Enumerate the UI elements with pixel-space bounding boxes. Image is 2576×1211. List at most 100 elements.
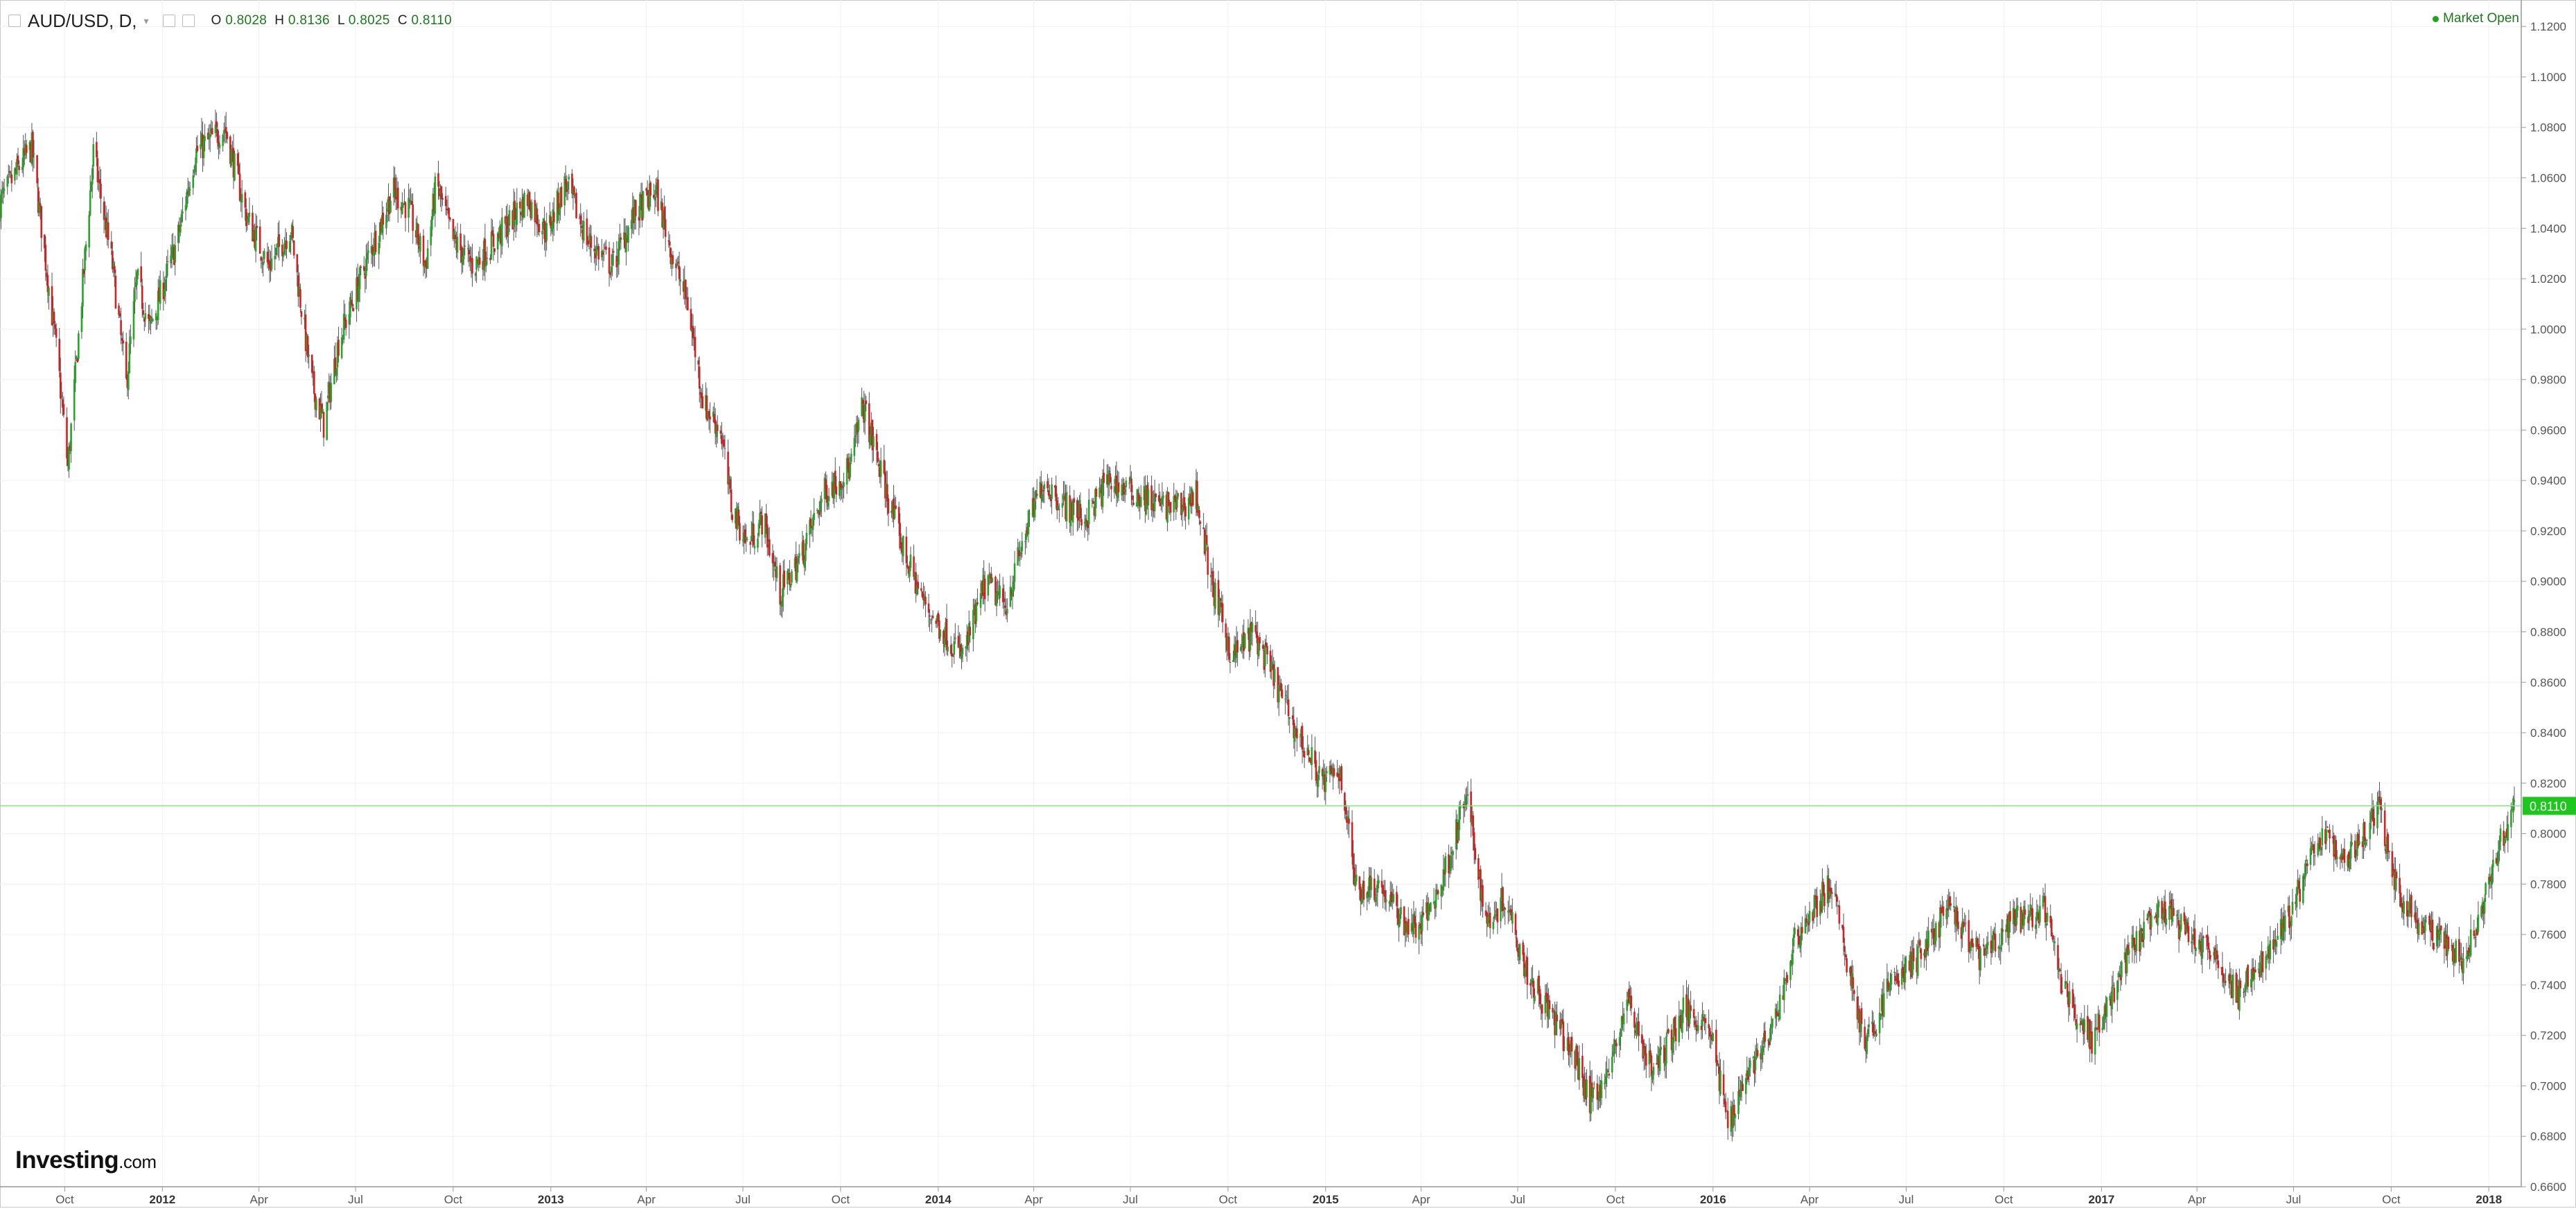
y-tick-label: 1.0000 bbox=[2530, 323, 2566, 336]
x-tick-label: Oct bbox=[55, 1193, 74, 1206]
close-value: 0.8110 bbox=[411, 13, 452, 28]
x-tick-label: Apr bbox=[637, 1193, 656, 1206]
candle bbox=[1430, 903, 1432, 912]
candle bbox=[2455, 939, 2457, 964]
y-tick-label: 1.1200 bbox=[2530, 20, 2566, 33]
y-tick-label: 1.0400 bbox=[2530, 222, 2566, 235]
x-tick-label: Oct bbox=[1606, 1193, 1625, 1206]
x-tick-label: 2015 bbox=[1313, 1193, 1339, 1206]
logo-suffix: .com bbox=[119, 1151, 156, 1172]
y-tick-label: 0.7000 bbox=[2530, 1079, 2566, 1092]
y-tick-label: 0.9200 bbox=[2530, 525, 2566, 538]
candle bbox=[1340, 764, 1342, 794]
x-tick-label: Apr bbox=[1024, 1193, 1043, 1206]
y-tick-label: 0.8000 bbox=[2530, 828, 2566, 841]
candle bbox=[234, 150, 236, 181]
x-tick-label: Oct bbox=[444, 1193, 463, 1206]
y-tick-label: 0.9800 bbox=[2530, 374, 2566, 387]
high-value: 0.8136 bbox=[288, 13, 330, 28]
low-value: 0.8025 bbox=[349, 13, 390, 28]
high-label: H bbox=[274, 13, 284, 28]
candle bbox=[1712, 1032, 1714, 1041]
x-tick-label: Jul bbox=[735, 1193, 751, 1206]
candle bbox=[2302, 873, 2304, 905]
x-tick-label: 2014 bbox=[925, 1193, 952, 1206]
open-label: O bbox=[211, 13, 222, 28]
y-tick-label: 0.6600 bbox=[2530, 1180, 2566, 1194]
logo-main: Investing bbox=[15, 1147, 119, 1174]
x-tick-label: 2018 bbox=[2476, 1193, 2502, 1206]
candle bbox=[1515, 912, 1517, 939]
candle bbox=[1576, 1044, 1578, 1066]
x-tick-label: Oct bbox=[1995, 1193, 2013, 1206]
x-tick-label: Jul bbox=[2286, 1193, 2302, 1206]
y-tick-label: 0.7800 bbox=[2530, 878, 2566, 891]
open-value: 0.8028 bbox=[225, 13, 267, 28]
candle bbox=[1992, 929, 1995, 953]
y-tick-label: 0.7200 bbox=[2530, 1029, 2566, 1043]
status-dot-icon bbox=[2433, 16, 2439, 22]
y-tick-label: 0.9400 bbox=[2530, 474, 2566, 487]
low-label: L bbox=[338, 13, 344, 28]
x-tick-label: Apr bbox=[1412, 1193, 1430, 1206]
symbol-title[interactable]: AUD/USD, D, bbox=[28, 10, 137, 32]
settings-icon[interactable] bbox=[163, 15, 175, 27]
x-tick-label: 2017 bbox=[2088, 1193, 2114, 1206]
candle bbox=[529, 191, 531, 211]
x-tick-label: Oct bbox=[832, 1193, 850, 1206]
y-tick-label: 0.9000 bbox=[2530, 575, 2566, 589]
candle bbox=[326, 402, 328, 441]
ohlc-readout: O 0.8028 H 0.8136 L 0.8025 C 0.8110 bbox=[211, 13, 453, 28]
candle bbox=[992, 577, 994, 582]
candle bbox=[642, 191, 645, 220]
chart-header: AUD/USD, D, ▾ O 0.8028 H 0.8136 L 0.8025… bbox=[8, 8, 452, 33]
y-tick-label: 0.9600 bbox=[2530, 424, 2566, 437]
y-tick-label: 0.7400 bbox=[2530, 979, 2566, 992]
investing-logo[interactable]: Investing.com bbox=[15, 1147, 156, 1174]
y-tick-label: 1.0800 bbox=[2530, 121, 2566, 134]
collapse-icon[interactable] bbox=[8, 15, 21, 27]
market-status: Market Open bbox=[2433, 11, 2519, 26]
candle bbox=[2448, 935, 2450, 951]
x-tick-label: Apr bbox=[1800, 1193, 1819, 1206]
x-tick-label: Jul bbox=[1123, 1193, 1138, 1206]
candle bbox=[531, 199, 533, 220]
candle bbox=[1192, 490, 1194, 507]
x-tick-label: 2016 bbox=[1700, 1193, 1726, 1206]
y-tick-label: 1.0600 bbox=[2530, 172, 2566, 185]
y-tick-label: 0.8200 bbox=[2530, 777, 2566, 790]
candle bbox=[523, 190, 525, 218]
y-tick-label: 0.8600 bbox=[2530, 676, 2566, 689]
x-tick-label: 2012 bbox=[149, 1193, 175, 1206]
y-tick-label: 1.1000 bbox=[2530, 71, 2566, 84]
y-tick-label: 0.6800 bbox=[2530, 1130, 2566, 1143]
candle bbox=[575, 189, 577, 219]
close-label: C bbox=[398, 13, 408, 28]
x-tick-label: Jul bbox=[1899, 1193, 1914, 1206]
x-tick-label: Apr bbox=[249, 1193, 268, 1206]
candle bbox=[1244, 633, 1246, 649]
x-tick-label: Jul bbox=[348, 1193, 363, 1206]
candle bbox=[2051, 916, 2053, 936]
y-tick-label: 1.0200 bbox=[2530, 272, 2566, 286]
y-tick-label: 0.8800 bbox=[2530, 625, 2566, 638]
x-tick-label: 2013 bbox=[538, 1193, 564, 1206]
candle bbox=[1228, 633, 1230, 662]
chevron-down-icon[interactable]: ▾ bbox=[143, 15, 148, 27]
y-tick-label: 0.8400 bbox=[2530, 726, 2566, 740]
x-tick-label: Jul bbox=[1510, 1193, 1525, 1206]
x-tick-label: Apr bbox=[2188, 1193, 2207, 1206]
y-tick-label: 0.7600 bbox=[2530, 928, 2566, 941]
x-tick-label: Oct bbox=[2382, 1193, 2401, 1206]
candle bbox=[2480, 905, 2482, 918]
candle bbox=[36, 155, 38, 187]
candle bbox=[2180, 913, 2182, 932]
last-price-label: 0.8110 bbox=[2530, 800, 2567, 814]
candle bbox=[78, 331, 80, 361]
x-tick-label: Oct bbox=[1219, 1193, 1238, 1206]
market-status-text: Market Open bbox=[2443, 11, 2519, 26]
visibility-icon[interactable] bbox=[182, 15, 195, 27]
